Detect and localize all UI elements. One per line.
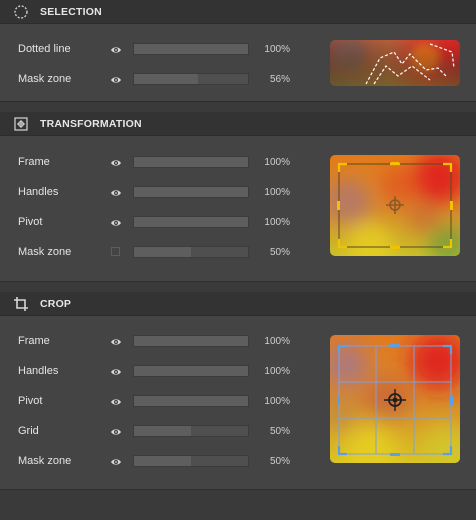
section-gap [0, 282, 476, 292]
row-label: Pivot [18, 216, 43, 228]
value-readout: 100% [264, 216, 290, 228]
settings-row: Handles 100% [0, 181, 310, 203]
value-readout: 50% [269, 425, 290, 437]
opacity-slider[interactable] [133, 216, 249, 228]
row-label: Handles [18, 186, 59, 198]
section-title-selection: SELECTION [40, 5, 102, 18]
row-label: Mask zone [18, 246, 72, 258]
eye-icon[interactable] [110, 186, 122, 198]
slider-fill [134, 74, 198, 84]
transformation-preview [330, 155, 460, 256]
row-label: Pivot [18, 395, 43, 407]
eye-icon[interactable] [110, 395, 122, 407]
section-gap [0, 102, 476, 112]
slider-fill [134, 456, 191, 466]
dotted-selection-icon [12, 3, 30, 21]
opacity-slider[interactable] [133, 455, 249, 467]
opacity-slider[interactable] [133, 43, 249, 55]
settings-row: Pivot 100% [0, 211, 310, 233]
crop-preview [330, 335, 460, 463]
selection-preview [330, 40, 460, 86]
row-label: Mask zone [18, 455, 72, 467]
section-body-selection: Dotted line 100% Mask zone 56% [0, 24, 476, 102]
section-title-transformation: TRANSFORMATION [40, 117, 142, 130]
section-body-transformation: Frame 100% Handles 100% Pivot 100% Mask … [0, 136, 476, 282]
eye-icon[interactable] [110, 425, 122, 437]
eye-icon[interactable] [110, 73, 122, 85]
eye-icon[interactable] [110, 216, 122, 228]
crop-icon [12, 295, 30, 313]
slider-fill [134, 366, 248, 376]
section-body-crop: Frame 100% Handles 100% Pivot 100% Grid … [0, 316, 476, 490]
row-label: Handles [18, 365, 59, 377]
value-readout: 100% [264, 335, 290, 347]
slider-fill [134, 426, 191, 436]
row-label: Frame [18, 335, 50, 347]
value-readout: 100% [264, 365, 290, 377]
slider-fill [134, 217, 248, 227]
slider-fill [134, 247, 191, 257]
row-label: Grid [18, 425, 39, 437]
row-label: Dotted line [18, 43, 71, 55]
eye-icon[interactable] [110, 43, 122, 55]
settings-row: Mask zone 50% [0, 450, 310, 472]
section-header-transformation: TRANSFORMATION [0, 112, 476, 136]
row-label: Frame [18, 156, 50, 168]
opacity-slider[interactable] [133, 335, 249, 347]
settings-row: Handles 100% [0, 360, 310, 382]
settings-row: Frame 100% [0, 330, 310, 352]
opacity-slider[interactable] [133, 186, 249, 198]
value-readout: 100% [264, 156, 290, 168]
opacity-slider[interactable] [133, 246, 249, 258]
slider-fill [134, 157, 248, 167]
settings-row: Dotted line 100% [0, 38, 310, 60]
slider-fill [134, 396, 248, 406]
settings-row: Mask zone 50% [0, 241, 310, 263]
opacity-slider[interactable] [133, 395, 249, 407]
transform-pivot-icon [12, 115, 30, 133]
opacity-slider[interactable] [133, 156, 249, 168]
value-readout: 56% [269, 73, 290, 85]
section-header-selection: SELECTION [0, 0, 476, 24]
settings-row: Grid 50% [0, 420, 310, 442]
value-readout: 100% [264, 186, 290, 198]
value-readout: 50% [269, 455, 290, 467]
slider-fill [134, 336, 248, 346]
opacity-slider[interactable] [133, 365, 249, 377]
slider-fill [134, 187, 248, 197]
section-title-crop: CROP [40, 297, 72, 310]
row-label: Mask zone [18, 73, 72, 85]
eye-icon[interactable] [110, 335, 122, 347]
pivot-marker [384, 389, 406, 411]
visibility-checkbox[interactable] [111, 247, 120, 256]
slider-fill [134, 44, 248, 54]
eye-icon[interactable] [110, 455, 122, 467]
settings-row: Pivot 100% [0, 390, 310, 412]
value-readout: 100% [264, 395, 290, 407]
value-readout: 50% [269, 246, 290, 258]
pivot-marker [386, 196, 404, 214]
opacity-slider[interactable] [133, 425, 249, 437]
settings-row: Mask zone 56% [0, 68, 310, 90]
value-readout: 100% [264, 43, 290, 55]
section-header-crop: CROP [0, 292, 476, 316]
settings-row: Frame 100% [0, 151, 310, 173]
opacity-slider[interactable] [133, 73, 249, 85]
eye-icon[interactable] [110, 365, 122, 377]
eye-icon[interactable] [110, 156, 122, 168]
